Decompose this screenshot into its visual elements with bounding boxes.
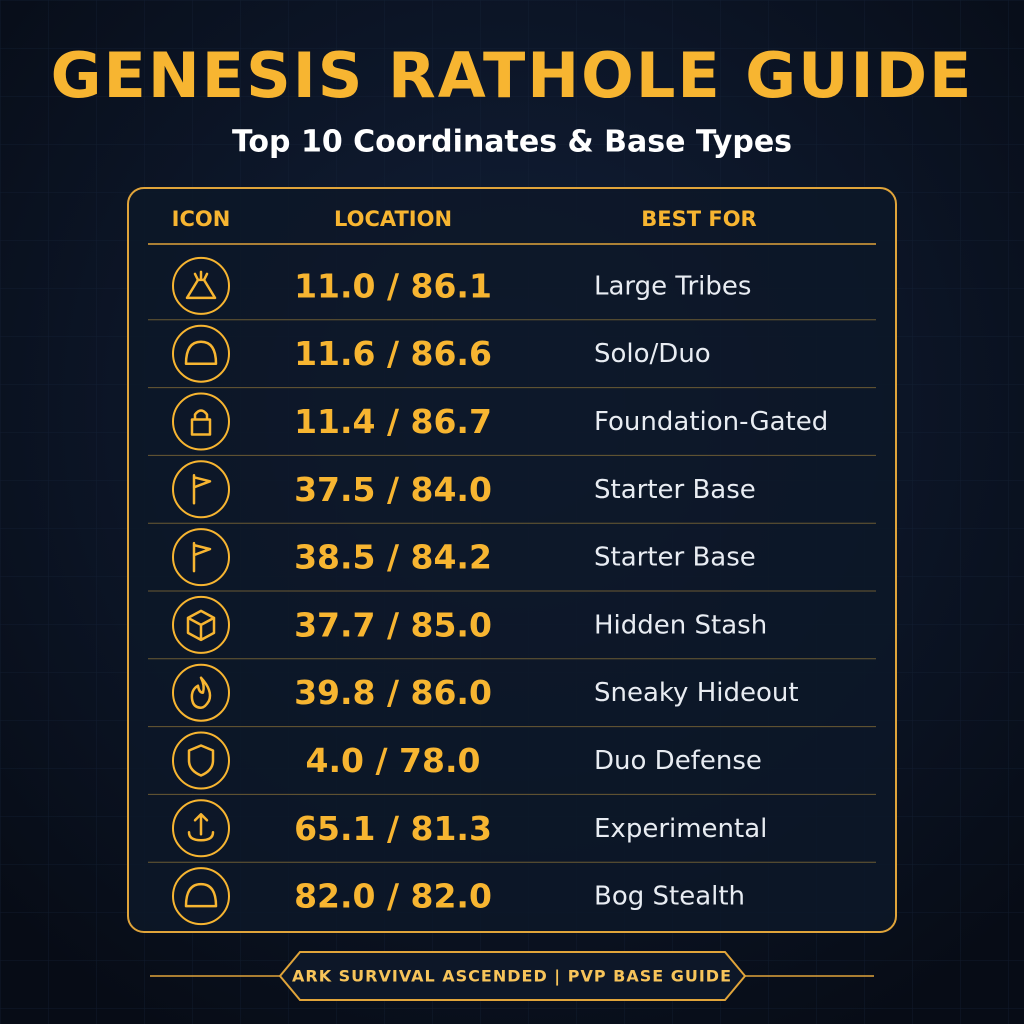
icon-ring xyxy=(172,731,230,790)
location: 38.5 / 84.2 xyxy=(294,538,492,577)
location: 4.0 / 78.0 xyxy=(306,741,481,780)
icon-ring xyxy=(172,392,230,451)
icon xyxy=(190,676,212,709)
icon xyxy=(192,474,212,505)
best-for: Experimental xyxy=(594,814,767,844)
icon xyxy=(184,882,218,908)
icon xyxy=(187,813,215,842)
location: 37.5 / 84.0 xyxy=(294,470,492,509)
location: 39.8 / 86.0 xyxy=(294,673,492,712)
location: 65.1 / 81.3 xyxy=(294,809,492,848)
column-header: BEST FOR xyxy=(641,207,756,231)
location: 37.7 / 85.0 xyxy=(294,605,492,644)
footer-text: ARK SURVIVAL ASCENDED | PVP BASE GUIDE xyxy=(292,967,732,987)
column-header: LOCATION xyxy=(334,207,452,231)
icon xyxy=(185,270,217,300)
best-for: Duo Defense xyxy=(594,746,762,776)
subtitle: Top 10 Coordinates & Base Types xyxy=(232,125,792,160)
icon-ring xyxy=(172,324,230,383)
best-for: Starter Base xyxy=(594,475,756,505)
title: GENESIS RATHOLE GUIDE xyxy=(51,39,974,112)
table-frame xyxy=(127,187,897,933)
best-for: Foundation-Gated xyxy=(594,407,828,437)
icon-ring xyxy=(172,460,230,519)
column-header: ICON xyxy=(172,207,231,231)
icon xyxy=(186,609,216,642)
icon xyxy=(192,541,212,573)
table-body: 11.0 / 86.1 Large Tribes 11.6 / 86.6 Solo/D… xyxy=(148,256,876,926)
icon xyxy=(190,409,212,436)
best-for: Starter Base xyxy=(594,543,756,573)
icon-ring xyxy=(172,528,230,587)
location: 82.0 / 82.0 xyxy=(294,877,492,916)
best-for: Large Tribes xyxy=(594,271,751,301)
icon xyxy=(184,340,218,365)
icon xyxy=(187,744,215,777)
best-for: Solo/Duo xyxy=(594,339,711,369)
location: 11.4 / 86.7 xyxy=(294,402,492,441)
best-for: Sneaky Hideout xyxy=(594,678,799,708)
icon-ring xyxy=(172,867,230,926)
best-for: Hidden Stash xyxy=(594,610,767,640)
location: 11.6 / 86.6 xyxy=(294,334,492,373)
best-for: Bog Stealth xyxy=(594,882,745,912)
location: 11.0 / 86.1 xyxy=(294,266,492,305)
icon-ring xyxy=(172,256,230,315)
